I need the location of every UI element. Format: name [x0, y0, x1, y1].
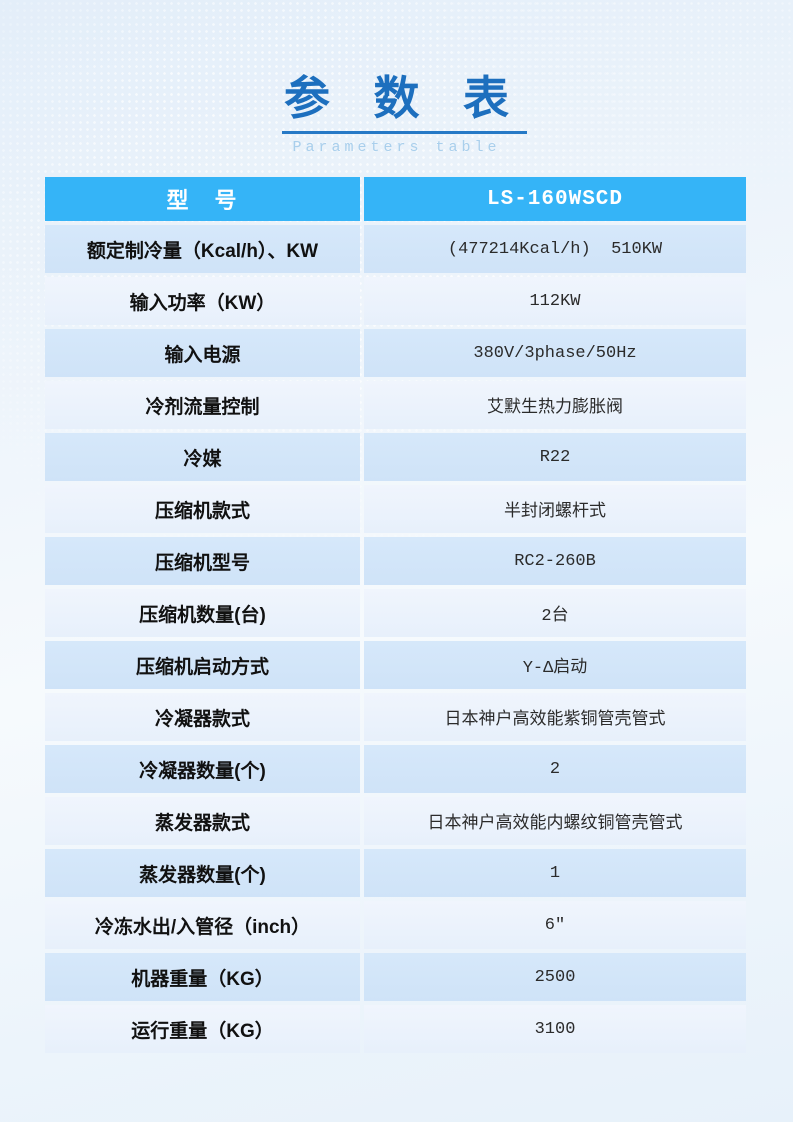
page-subtitle: Parameters table [292, 138, 501, 156]
spec-label-cell: 运行重量（KG） [45, 1005, 360, 1053]
table-row: 冷凝器数量(个) 2 [45, 745, 746, 793]
spec-value-cell: 1 [364, 849, 746, 897]
table-row: 压缩机型号 RC2-260B [45, 537, 746, 585]
spec-label-cell: 压缩机启动方式 [45, 641, 360, 689]
spec-value-cell: 日本神户高效能内螺纹铜管壳管式 [364, 797, 746, 845]
spec-label-cell: 输入功率（KW） [45, 277, 360, 325]
spec-value-cell: RC2-260B [364, 537, 746, 585]
spec-label-cell: 冷凝器款式 [45, 693, 360, 741]
table-row: 输入功率（KW） 112KW [45, 277, 746, 325]
title-block: 参 数 表 Parameters table [0, 73, 793, 156]
spec-label-cell: 蒸发器数量(个) [45, 849, 360, 897]
spec-value-cell: R22 [364, 433, 746, 481]
spec-value-cell: 112KW [364, 277, 746, 325]
header-model-value: LS-160WSCD [364, 177, 746, 221]
spec-label-cell: 蒸发器款式 [45, 797, 360, 845]
table-header-row: 型 号 LS-160WSCD [45, 177, 746, 221]
spec-value-cell: 380V/3phase/50Hz [364, 329, 746, 377]
spec-label-cell: 压缩机款式 [45, 485, 360, 533]
table-row: 运行重量（KG） 3100 [45, 1005, 746, 1053]
spec-value-cell: 2500 [364, 953, 746, 1001]
table-row: 压缩机数量(台) 2台 [45, 589, 746, 637]
table-row: 冷冻水出/入管径（inch） 6″ [45, 901, 746, 949]
spec-value-cell: Y-Δ启动 [364, 641, 746, 689]
table-row: 蒸发器款式 日本神户高效能内螺纹铜管壳管式 [45, 797, 746, 845]
spec-value-cell: 日本神户高效能紫铜管壳管式 [364, 693, 746, 741]
spec-value-cell: 2台 [364, 589, 746, 637]
table-row: 额定制冷量（Kcal/h）、KW (477214Kcal/h) 510KW [45, 225, 746, 273]
spec-value-cell: (477214Kcal/h) 510KW [364, 225, 746, 273]
spec-label-cell: 冷冻水出/入管径（inch） [45, 901, 360, 949]
spec-value-cell: 艾默生热力膨胀阀 [364, 381, 746, 429]
table-row: 输入电源 380V/3phase/50Hz [45, 329, 746, 377]
parameters-table: 型 号 LS-160WSCD 额定制冷量（Kcal/h）、KW (477214K… [45, 177, 746, 1057]
header-model-label: 型 号 [45, 177, 360, 221]
page-title: 参 数 表 [282, 73, 527, 134]
table-row: 冷凝器款式 日本神户高效能紫铜管壳管式 [45, 693, 746, 741]
table-row: 压缩机启动方式 Y-Δ启动 [45, 641, 746, 689]
spec-label-cell: 压缩机数量(台) [45, 589, 360, 637]
spec-value-cell: 3100 [364, 1005, 746, 1053]
table-row: 机器重量（KG） 2500 [45, 953, 746, 1001]
spec-rows: 额定制冷量（Kcal/h）、KW (477214Kcal/h) 510KW 输入… [45, 225, 746, 1053]
spec-label-cell: 冷凝器数量(个) [45, 745, 360, 793]
spec-label-cell: 冷媒 [45, 433, 360, 481]
spec-value-cell: 2 [364, 745, 746, 793]
table-row: 冷剂流量控制 艾默生热力膨胀阀 [45, 381, 746, 429]
spec-label-cell: 冷剂流量控制 [45, 381, 360, 429]
table-row: 压缩机款式 半封闭螺杆式 [45, 485, 746, 533]
spec-label-cell: 压缩机型号 [45, 537, 360, 585]
spec-label-cell: 机器重量（KG） [45, 953, 360, 1001]
spec-value-cell: 半封闭螺杆式 [364, 485, 746, 533]
spec-value-cell: 6″ [364, 901, 746, 949]
table-row: 冷媒 R22 [45, 433, 746, 481]
spec-label-cell: 额定制冷量（Kcal/h）、KW [45, 225, 360, 273]
spec-label-cell: 输入电源 [45, 329, 360, 377]
table-row: 蒸发器数量(个) 1 [45, 849, 746, 897]
